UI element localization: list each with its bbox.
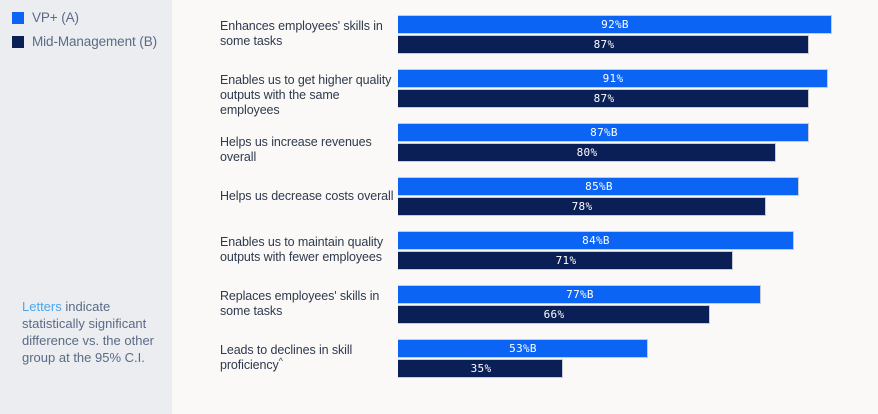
bar-value-label: 85%B <box>585 180 613 193</box>
category-label: Enables us to maintain quality outputs w… <box>220 235 384 264</box>
bar-row: 71% <box>398 251 878 270</box>
bar-pair: 91% 87% <box>398 69 878 108</box>
bar-b[interactable] <box>398 359 563 378</box>
bar-value-label: 92%B <box>601 18 629 31</box>
bar-value-label: 87%B <box>590 126 618 139</box>
footnote-highlight: Letters <box>22 299 62 314</box>
bar-value-label: 87% <box>593 38 615 51</box>
bar-b[interactable] <box>398 89 809 108</box>
bar-b[interactable] <box>398 251 733 270</box>
bar-value-label: 66% <box>543 308 565 321</box>
bar-row: 87% <box>398 35 878 54</box>
bar-row: 77%B <box>398 285 878 304</box>
bar-pair: 77%B 66% <box>398 285 878 324</box>
bar-row: 87% <box>398 89 878 108</box>
bar-value-label: 87% <box>593 92 615 105</box>
bar-chart: Enhances employees' skills in some tasks… <box>172 0 878 414</box>
category-label: Leads to declines in skill proficiency^ <box>220 343 353 372</box>
sidebar: VP+ (A) Mid-Management (B) Letters indic… <box>0 0 172 414</box>
bar-value-label: 91% <box>602 72 624 85</box>
bar-row: 53%B <box>398 339 878 358</box>
bar-value-label: 35% <box>470 362 492 375</box>
bar-a[interactable] <box>398 177 799 196</box>
footnote-text: indicate statistically significant diffe… <box>22 299 155 365</box>
bar-pair: 84%B 71% <box>398 231 878 270</box>
bar-a[interactable] <box>398 69 828 88</box>
significance-footnote: Letters indicate statistically significa… <box>22 298 167 366</box>
bar-row: 87%B <box>398 123 878 142</box>
legend-swatch-vp-plus <box>12 11 24 24</box>
legend-item-vp-plus[interactable]: VP+ (A) <box>12 10 172 25</box>
bar-value-label: 53%B <box>509 342 537 355</box>
legend-label-vp-plus: VP+ (A) <box>32 10 79 25</box>
bar-value-label: 71% <box>555 254 577 267</box>
bar-b[interactable] <box>398 35 809 54</box>
bar-row: 78% <box>398 197 878 216</box>
bar-row: 91% <box>398 69 878 88</box>
chart-legend: VP+ (A) Mid-Management (B) <box>0 0 172 49</box>
bar-row: 66% <box>398 305 878 324</box>
category-label: Enhances employees' skills in some tasks <box>220 19 383 48</box>
bar-pair: 85%B 78% <box>398 177 878 216</box>
bar-a[interactable] <box>398 123 809 142</box>
legend-swatch-mid-management <box>12 35 24 48</box>
bar-a[interactable] <box>398 285 761 304</box>
bar-pair: 87%B 80% <box>398 123 878 162</box>
legend-item-mid-management[interactable]: Mid-Management (B) <box>12 34 172 49</box>
bar-a[interactable] <box>398 339 648 358</box>
bar-a[interactable] <box>398 231 794 250</box>
legend-label-mid-management: Mid-Management (B) <box>32 34 157 49</box>
category-label: Helps us decrease costs overall <box>220 189 394 203</box>
bar-row: 80% <box>398 143 878 162</box>
bar-value-label: 80% <box>576 146 598 159</box>
category-label: Replaces employees' skills in some tasks <box>220 289 380 318</box>
bar-pair: 53%B 35% <box>398 339 878 378</box>
bar-row: 35% <box>398 359 878 378</box>
bar-pair: 92%B 87% <box>398 15 878 54</box>
bar-a[interactable] <box>398 15 832 34</box>
bar-value-label: 84%B <box>582 234 610 247</box>
bar-row: 84%B <box>398 231 878 250</box>
bar-value-label: 78% <box>571 200 593 213</box>
bar-value-label: 77%B <box>566 288 594 301</box>
category-label: Enables us to get higher quality outputs… <box>220 73 392 117</box>
bar-row: 85%B <box>398 177 878 196</box>
bar-b[interactable] <box>398 143 776 162</box>
footnote-marker: ^ <box>278 355 283 366</box>
category-label: Helps us increase revenues overall <box>220 135 372 164</box>
bar-b[interactable] <box>398 305 710 324</box>
bar-b[interactable] <box>398 197 766 216</box>
bar-row: 92%B <box>398 15 878 34</box>
